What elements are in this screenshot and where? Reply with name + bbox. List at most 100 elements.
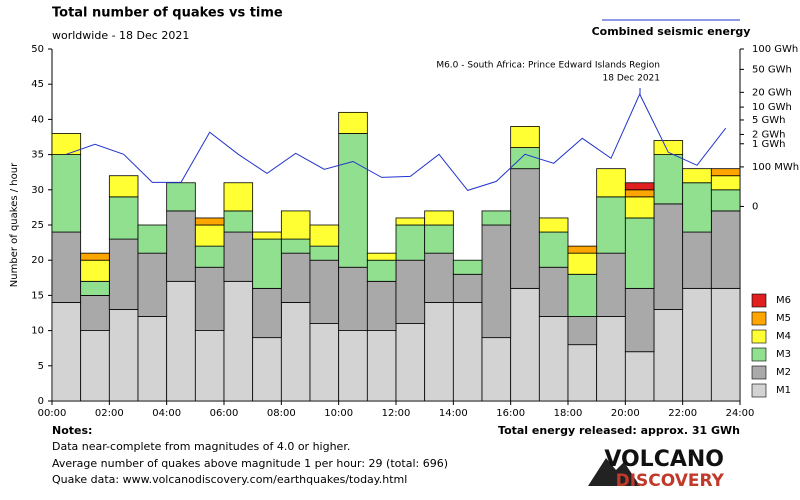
- chart-title: Total number of quakes vs time: [52, 6, 283, 21]
- bar-segment: [538, 316, 569, 402]
- bar-segment: [538, 217, 569, 233]
- bar-segment: [596, 316, 626, 402]
- legend-label: M1: [776, 385, 791, 396]
- bar-segment: [653, 309, 684, 402]
- legend-label: M4: [776, 331, 791, 342]
- legend-label: M5: [776, 313, 791, 324]
- bar-segment: [538, 231, 569, 268]
- bar-segment: [710, 175, 741, 191]
- bar-segment: [223, 231, 254, 282]
- x-tick-label: 04:00: [152, 408, 181, 419]
- annotation: 18 Dec 2021: [603, 74, 661, 84]
- bar-segment: [682, 168, 712, 184]
- bar-segment: [80, 252, 110, 261]
- bar-segment: [624, 287, 655, 353]
- bar-segment: [653, 140, 684, 156]
- bar-segment: [452, 259, 483, 275]
- x-tick-label: 20:00: [611, 408, 640, 419]
- bar-segment: [280, 252, 311, 303]
- y2-tick-label: 100 MWh: [752, 162, 799, 173]
- bar-segment: [596, 196, 626, 254]
- bar-segment: [51, 133, 82, 155]
- bar-segment: [80, 330, 110, 402]
- note: Average number of quakes above magnitude…: [52, 457, 448, 470]
- bar-segment: [137, 252, 168, 317]
- bar-segment: [223, 210, 254, 233]
- y2-tick-label: 2 GWh: [752, 129, 786, 140]
- y2-tick-label: 1 GWh: [752, 139, 786, 150]
- bar-segment: [424, 224, 454, 254]
- bar-segment: [166, 280, 196, 402]
- logo-text: DISCOVERY: [616, 471, 725, 491]
- bar-segment: [366, 259, 397, 282]
- bar-segment: [309, 259, 340, 324]
- bar-segment: [137, 316, 168, 402]
- bar-segment: [567, 245, 598, 254]
- chart-subtitle: worldwide - 18 Dec 2021: [52, 29, 189, 42]
- legend-swatch: [751, 311, 767, 326]
- y-tick-label: 0: [38, 396, 44, 407]
- energy-legend-label: Combined seismic energy: [592, 25, 751, 38]
- bar-segment: [481, 337, 512, 402]
- bar-segment: [395, 323, 426, 402]
- y-tick-label: 40: [31, 114, 44, 125]
- y-tick-label: 35: [31, 150, 44, 161]
- bar-segment: [624, 217, 655, 289]
- bar-segment: [710, 189, 741, 212]
- bar-segment: [223, 280, 254, 402]
- legend-label: M2: [776, 367, 791, 378]
- bar-segment: [338, 330, 368, 402]
- total-energy: Total energy released: approx. 31 GWh: [498, 424, 740, 437]
- x-tick-label: 24:00: [726, 408, 755, 419]
- x-tick-label: 10:00: [324, 408, 353, 419]
- x-tick-label: 14:00: [439, 408, 468, 419]
- bar-segment: [452, 302, 483, 402]
- legend-label: M3: [776, 349, 791, 360]
- y-tick-label: 30: [31, 185, 44, 196]
- bar-segment: [567, 316, 598, 346]
- bar-segment: [481, 210, 512, 226]
- legend-label: M6: [776, 295, 791, 306]
- bar-segment: [280, 238, 311, 254]
- bar-segment: [194, 245, 225, 268]
- bar-segment: [395, 259, 426, 324]
- bar-segment: [395, 217, 426, 226]
- x-tick-label: 08:00: [267, 408, 296, 419]
- bar-segment: [223, 182, 254, 212]
- bar-segment: [710, 168, 741, 177]
- bar-segment: [366, 280, 397, 332]
- bar-segment: [682, 287, 712, 402]
- bar-segment: [194, 224, 225, 247]
- bar-segment: [51, 302, 82, 402]
- bar-segment: [510, 168, 540, 289]
- bar-segment: [395, 224, 426, 261]
- y-tick-label: 20: [31, 255, 44, 266]
- bar-segment: [366, 330, 397, 402]
- bar-segment: [653, 203, 684, 310]
- bar-segment: [338, 111, 368, 134]
- y2-tick-label: 100 GWh: [752, 44, 798, 55]
- y2-tick-label: 20 GWh: [752, 87, 792, 98]
- bar-segment: [194, 217, 225, 226]
- bar-segment: [108, 309, 139, 402]
- x-tick-label: 00:00: [38, 408, 67, 419]
- bar-segment: [252, 287, 282, 339]
- x-tick-label: 16:00: [496, 408, 525, 419]
- energy-line: [66, 92, 727, 191]
- bar-segment: [567, 252, 598, 275]
- legend-swatch: [751, 329, 767, 344]
- y-tick-label: 15: [31, 290, 44, 301]
- bar-segment: [108, 196, 139, 240]
- bar-segment: [309, 323, 340, 402]
- bar-segment: [538, 266, 569, 317]
- y2-tick-label: 50 GWh: [752, 64, 792, 75]
- bar-segment: [80, 259, 110, 282]
- y-tick-label: 45: [31, 79, 44, 90]
- y-axis-label: Number of quakes / hour: [9, 162, 20, 287]
- bar-segment: [424, 210, 454, 226]
- bar-segment: [252, 337, 282, 402]
- bar-segment: [166, 210, 196, 282]
- bar-segment: [596, 252, 626, 317]
- x-tick-label: 06:00: [210, 408, 239, 419]
